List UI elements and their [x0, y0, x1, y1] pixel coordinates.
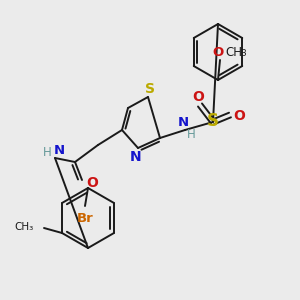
Text: N: N: [177, 116, 189, 128]
Text: H: H: [187, 128, 195, 142]
Text: N: N: [53, 143, 64, 157]
Text: CH₃: CH₃: [15, 222, 34, 232]
Text: 3: 3: [240, 50, 246, 58]
Text: O: O: [192, 90, 204, 104]
Text: S: S: [145, 82, 155, 96]
Text: O: O: [86, 176, 98, 190]
Text: N: N: [130, 150, 142, 164]
Text: S: S: [207, 112, 219, 130]
Text: Br: Br: [76, 212, 93, 224]
Text: O: O: [212, 46, 224, 59]
Text: H: H: [43, 146, 51, 158]
Text: O: O: [233, 109, 245, 123]
Text: CH: CH: [226, 46, 242, 59]
